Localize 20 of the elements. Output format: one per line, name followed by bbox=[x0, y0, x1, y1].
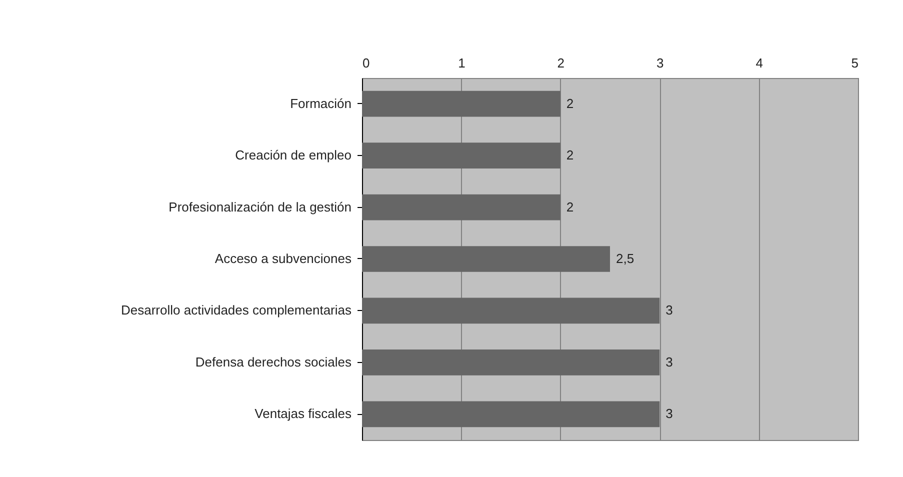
x-tick-label: 1 bbox=[458, 56, 466, 70]
x-tick-label: 2 bbox=[557, 56, 565, 70]
x-tick-label: 5 bbox=[851, 56, 858, 70]
data-label: 3 bbox=[666, 354, 673, 370]
y-tick-label: Desarrollo actividades complementarias bbox=[121, 302, 352, 318]
y-tick-label: Formación bbox=[290, 96, 352, 111]
y-tick-label: Profesionalización de la gestión bbox=[168, 199, 352, 214]
x-tick-label: 0 bbox=[362, 56, 370, 70]
data-label: 2 bbox=[566, 96, 574, 111]
data-label: 2 bbox=[566, 199, 574, 214]
y-tick-label: Creación de empleo bbox=[235, 148, 352, 163]
x-tick-label: 4 bbox=[756, 56, 763, 70]
data-label: 3 bbox=[666, 406, 673, 422]
y-tick-label: Ventajas fiscales bbox=[254, 406, 352, 422]
data-label: 3 bbox=[666, 302, 673, 318]
y-tick-label: Acceso a subvenciones bbox=[214, 251, 352, 266]
data-label: 2,5 bbox=[616, 251, 634, 266]
data-label: 2 bbox=[566, 148, 574, 163]
y-tick-label: Defensa derechos sociales bbox=[195, 354, 352, 370]
x-tick-label: 3 bbox=[656, 56, 664, 70]
